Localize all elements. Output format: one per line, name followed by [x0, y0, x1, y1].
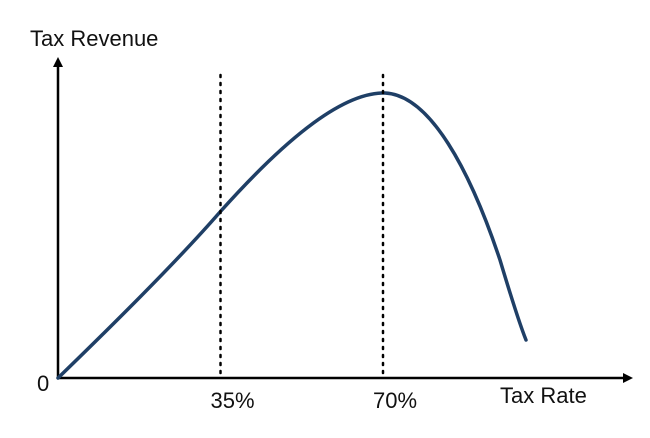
origin-label: 0 — [37, 371, 49, 396]
marker-label: 70% — [373, 388, 417, 413]
laffer-curve — [56, 91, 528, 380]
marker-label: 35% — [210, 388, 254, 413]
x-axis-label: Tax Rate — [500, 383, 587, 408]
y-axis-label: Tax Revenue — [30, 26, 158, 51]
